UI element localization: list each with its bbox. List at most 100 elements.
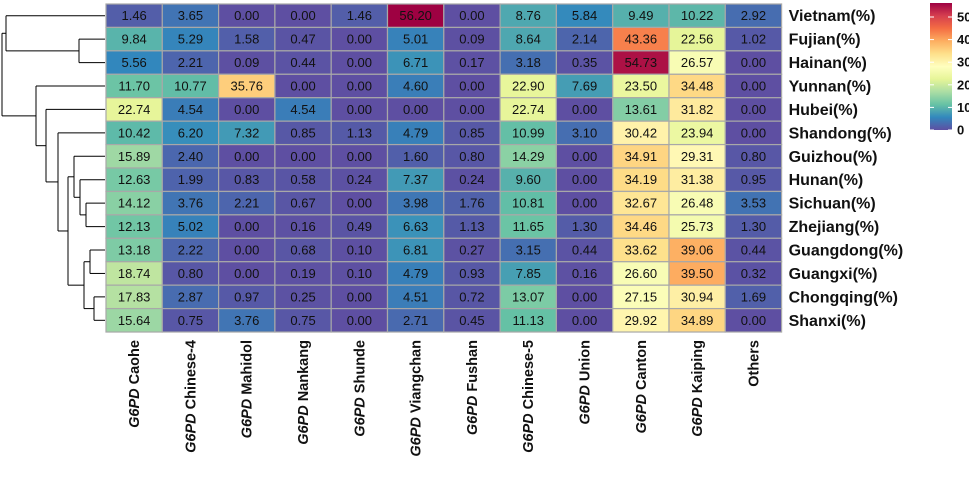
row-label: Zhejiang(%) — [789, 219, 880, 236]
row-label: Guangxi(%) — [789, 266, 878, 283]
cell-value-label: 0.00 — [741, 313, 766, 328]
cell-value-label: 12.63 — [118, 172, 151, 187]
cell-value-label: 0.00 — [741, 79, 766, 94]
cell-value-label: 0.85 — [459, 125, 484, 140]
cell-value-label: 4.54 — [178, 102, 203, 117]
cell-value-label: 0.75 — [178, 313, 203, 328]
cell-value-label: 32.67 — [625, 196, 658, 211]
cell-value-label: 0.16 — [572, 266, 597, 281]
cell-value-label: 7.32 — [234, 125, 259, 140]
cell-value-label: 0.00 — [347, 102, 372, 117]
column-label: G6PD Union — [578, 340, 594, 425]
column-labels: G6PD Caohe G6PD Chinese-4 G6PD Mahidol G6PD… — [127, 340, 762, 457]
cell-value-label: 0.80 — [459, 149, 484, 164]
colorbar-legend: 0 10 20 30 40 50 — [930, 3, 969, 138]
column-label: G6PD Fushan — [465, 340, 481, 435]
cell-value-label: 26.48 — [681, 196, 714, 211]
cell-value-label: 0.17 — [459, 55, 484, 70]
cell-value-label: 10.22 — [681, 8, 714, 23]
cell-value-label: 5.02 — [178, 219, 203, 234]
cell-value-label: 0.85 — [290, 125, 315, 140]
row-label: Yunnan(%) — [789, 79, 872, 96]
column-label: G6PD Shunde — [352, 340, 368, 437]
cell-value-label: 6.63 — [403, 219, 428, 234]
cell-value-label: 34.48 — [681, 79, 714, 94]
cell-value-label: 0.00 — [234, 266, 259, 281]
cell-value-label: 0.00 — [741, 55, 766, 70]
column-label: Others — [746, 340, 762, 387]
cell-value-label: 8.64 — [516, 32, 541, 47]
cell-value-label: 18.74 — [118, 266, 151, 281]
cell-value-label: 17.83 — [118, 289, 151, 304]
cell-value-label: 0.19 — [290, 266, 315, 281]
cell-value-label: 39.50 — [681, 266, 714, 281]
cell-value-label: 30.42 — [625, 125, 658, 140]
cell-value-label: 0.44 — [572, 243, 597, 258]
cell-value-label: 5.56 — [121, 55, 146, 70]
cell-value-label: 0.00 — [459, 102, 484, 117]
cell-value-label: 0.32 — [741, 266, 766, 281]
cell-value-label: 0.00 — [572, 172, 597, 187]
cell-value-label: 34.19 — [625, 172, 658, 187]
heatmap-cell — [724, 307, 783, 333]
colorbar-gradient — [930, 3, 952, 130]
cell-value-label: 5.84 — [572, 8, 597, 23]
cell-value-label: 27.15 — [625, 289, 658, 304]
row-label: Chongqing(%) — [789, 289, 898, 306]
row-label: Shanxi(%) — [789, 313, 866, 330]
row-label: Shandong(%) — [789, 125, 892, 142]
cell-value-label: 0.25 — [290, 289, 315, 304]
cell-value-label: 0.24 — [459, 172, 484, 187]
cell-value-label: 9.49 — [628, 8, 653, 23]
cell-value-label: 30.94 — [681, 289, 714, 304]
cell-value-label: 0.00 — [741, 102, 766, 117]
cell-value-label: 1.30 — [741, 219, 766, 234]
cell-value-label: 22.74 — [118, 102, 151, 117]
cell-value-label: 11.70 — [118, 79, 150, 94]
cell-value-label: 0.00 — [234, 102, 259, 117]
cell-value-label: 0.75 — [290, 313, 315, 328]
cell-value-label: 6.20 — [178, 125, 203, 140]
cell-value-label: 1.58 — [234, 32, 259, 47]
cell-value-label: 0.00 — [290, 149, 315, 164]
cell-value-label: 22.74 — [512, 102, 545, 117]
cell-value-label: 4.79 — [403, 266, 428, 281]
cell-value-label: 22.90 — [512, 79, 545, 94]
cell-value-label: 0.00 — [459, 8, 484, 23]
cell-value-label: 0.95 — [741, 172, 766, 187]
cell-value-label: 0.80 — [741, 149, 766, 164]
cell-value-label: 26.57 — [681, 55, 714, 70]
cell-value-label: 10.77 — [174, 79, 207, 94]
cell-value-label: 3.53 — [741, 196, 766, 211]
cell-value-label: 10.81 — [512, 196, 545, 211]
cell-value-label: 1.76 — [459, 196, 484, 211]
cell-value-label: 34.46 — [625, 219, 658, 234]
cell-value-label: 31.82 — [681, 102, 714, 117]
column-label: G6PD Canton — [634, 340, 650, 433]
cell-value-label: 0.68 — [290, 243, 315, 258]
cell-value-label: 13.18 — [118, 243, 151, 258]
cell-value-label: 0.00 — [459, 79, 484, 94]
row-dendrogram — [1, 15, 105, 321]
colorbar-tick-label: 10 — [957, 100, 969, 115]
cell-value-label: 0.09 — [459, 32, 484, 47]
cell-value-label: 4.60 — [403, 79, 428, 94]
cell-value-label: 4.51 — [403, 289, 428, 304]
cell-value-label: 3.65 — [178, 8, 203, 23]
cell-value-label: 0.00 — [347, 32, 372, 47]
cell-value-label: 4.54 — [290, 102, 315, 117]
cell-value-label: 29.31 — [681, 149, 714, 164]
cell-value-label: 1.30 — [572, 219, 597, 234]
cell-value-label: 5.29 — [178, 32, 203, 47]
cell-value-label: 25.73 — [681, 219, 714, 234]
cell-value-label: 9.60 — [516, 172, 541, 187]
cell-value-label: 13.61 — [625, 102, 658, 117]
cell-value-label: 0.72 — [459, 289, 484, 304]
cell-value-label: 0.80 — [178, 266, 203, 281]
colorbar-tick-label: 30 — [957, 55, 969, 70]
cell-value-label: 14.12 — [118, 196, 151, 211]
cell-value-label: 3.15 — [516, 243, 541, 258]
cell-value-label: 10.42 — [118, 125, 151, 140]
cell-value-label: 7.37 — [403, 172, 428, 187]
cell-value-label: 0.58 — [290, 172, 315, 187]
